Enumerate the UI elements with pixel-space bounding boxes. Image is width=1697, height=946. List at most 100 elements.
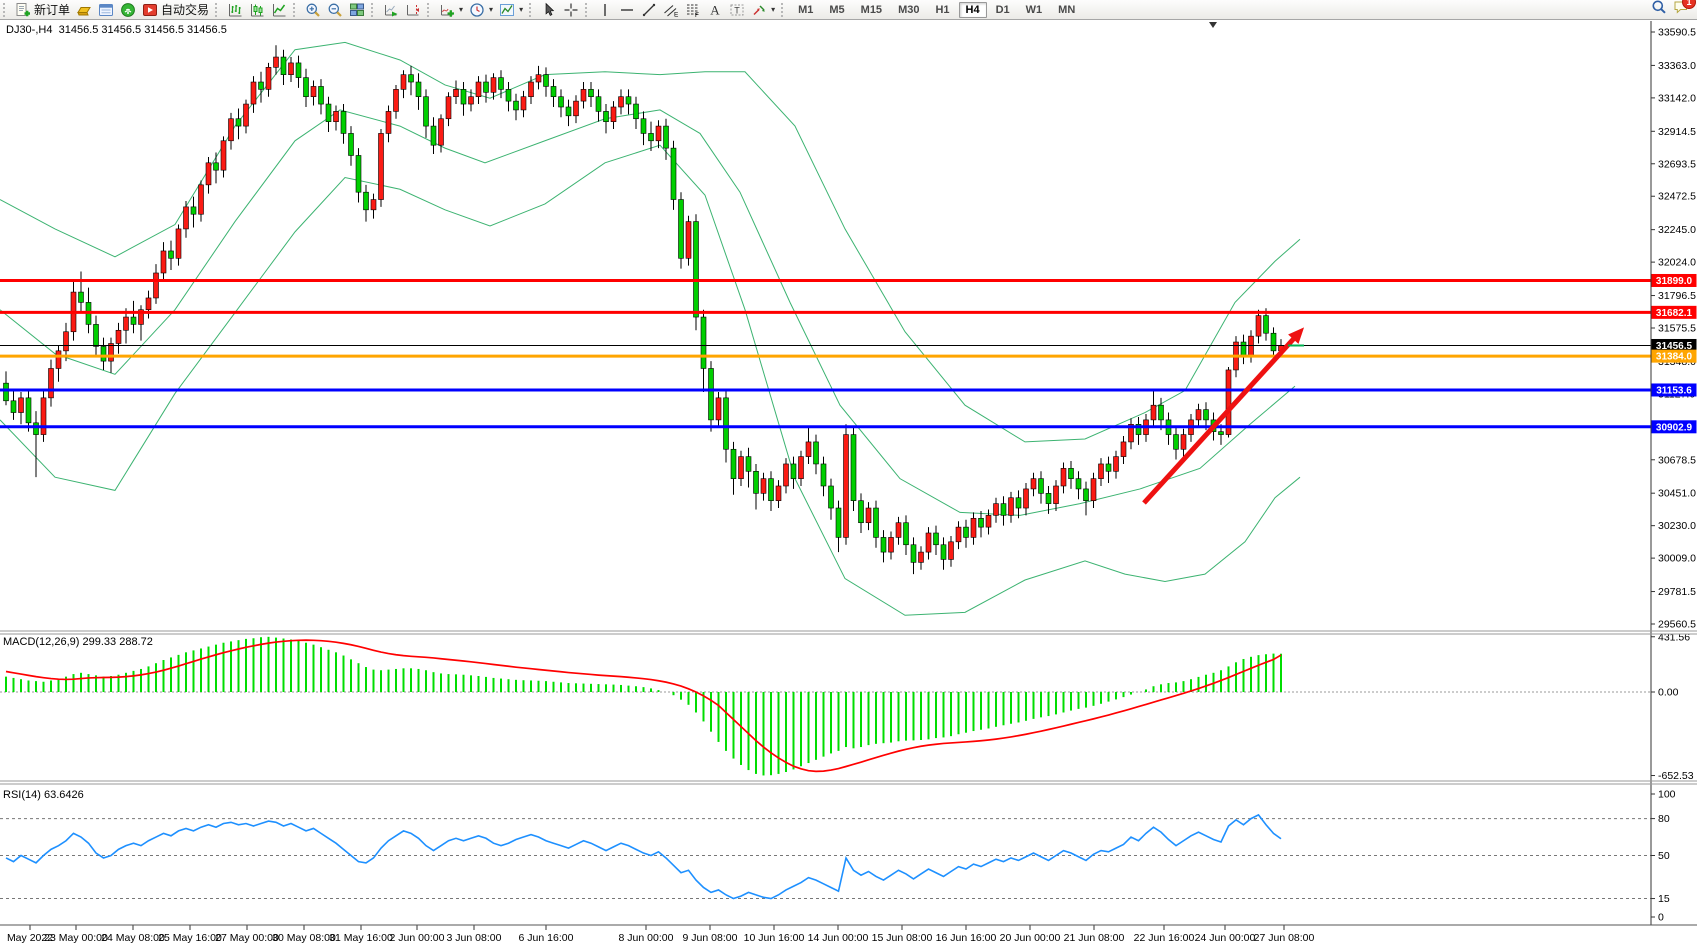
macd-signal-line <box>5 639 1282 773</box>
chart-window[interactable]: 33590.5 33363.0 33142.0 32914.5 32693.5 32472… <box>0 20 1697 946</box>
price-tick-label: 32024.0 <box>1658 257 1696 269</box>
text-button[interactable]: A <box>704 1 726 19</box>
time-tick-label: May 2022 <box>7 932 53 944</box>
time-tick-label: 31 May 16:00 <box>329 932 393 944</box>
price-line-label-text: 31384.0 <box>1656 352 1693 363</box>
chat-button[interactable]: 1 <box>1673 0 1696 20</box>
search-button[interactable] <box>1651 0 1667 20</box>
toolbar-group-cursor-tools <box>526 0 582 19</box>
toolbar-grip <box>215 2 221 17</box>
chart-canvas[interactable]: 33590.5 33363.0 33142.0 32914.5 32693.5 32472… <box>0 20 1697 946</box>
macd-signal-value: 288.72 <box>119 636 153 648</box>
time-tick-label: 25 May 16:00 <box>158 932 222 944</box>
toolbar-group-chart-type <box>212 0 290 19</box>
toolbar-group-timeframes: M1 M5 M15 M30 H1 H4 D1 W1 MN <box>778 0 1083 19</box>
candles-layer <box>3 45 1284 575</box>
toolbar-grip <box>529 2 535 17</box>
chevron-down-icon: ▾ <box>489 5 494 14</box>
fibonacci-button[interactable]: F <box>682 1 704 19</box>
tile-windows-button[interactable] <box>346 1 368 19</box>
timeframe-m15-button[interactable]: M15 <box>860 3 883 16</box>
crosshair-button[interactable] <box>560 1 582 19</box>
zoom-out-button[interactable] <box>324 1 346 19</box>
toolbar-grip <box>781 2 787 17</box>
signal-icon <box>120 2 136 18</box>
cursor-button[interactable] <box>538 1 560 19</box>
timeframe-m5-button[interactable]: M5 <box>829 3 845 16</box>
time-tick-label: 24 May 08:00 <box>101 932 165 944</box>
price-tick-label: 32245.0 <box>1658 224 1696 236</box>
price-tick-label: 29560.5 <box>1658 619 1696 631</box>
time-tick-label: 15 Jun 08:00 <box>872 932 933 944</box>
timeframe-h1-button[interactable]: H1 <box>935 3 950 16</box>
data-window-button[interactable] <box>95 1 117 19</box>
arrows-button[interactable]: ▾ <box>748 1 778 19</box>
chart-title-ohlc: 31456.5 31456.5 31456.5 31456.5 <box>58 24 227 36</box>
trend-arrow[interactable] <box>1142 332 1300 505</box>
channel-icon: E <box>663 2 679 18</box>
timeframe-m1-button[interactable]: M1 <box>798 3 814 16</box>
timeframe-d1-button[interactable]: D1 <box>995 3 1010 16</box>
chart-shift-button[interactable] <box>402 1 424 19</box>
price-line-label <box>1651 338 1697 352</box>
price-tick-label: 31575.5 <box>1658 323 1696 335</box>
fibonacci-icon: F <box>685 2 701 18</box>
indicators-icon <box>439 2 455 18</box>
time-tick-label: 21 Jun 08:00 <box>1064 932 1125 944</box>
timeframe-h4-button[interactable]: H4 <box>958 1 987 18</box>
label-icon: T <box>729 2 745 18</box>
macd-label-name: MACD(12,26,9) <box>3 636 80 648</box>
toolbar-grip <box>3 2 9 17</box>
indicators-button[interactable]: ▾ <box>436 1 466 19</box>
toolbar-grip <box>427 2 433 17</box>
horizontal-line-button[interactable] <box>616 1 638 19</box>
price-line-label-text: 31899.0 <box>1656 276 1693 287</box>
price-line-label <box>1651 420 1697 434</box>
auto-trading-button[interactable]: 自动交易 <box>139 1 212 19</box>
arrows-icon <box>751 2 767 18</box>
timeframe-m30-button[interactable]: M30 <box>898 3 920 16</box>
timeframe-mn-button[interactable]: MN <box>1058 3 1076 16</box>
periods-button[interactable]: ▾ <box>466 1 496 19</box>
rsi-panel <box>0 813 1651 900</box>
rsi-axis-label: 0 <box>1658 912 1664 924</box>
zoom-out-icon <box>327 2 343 18</box>
zoom-in-button[interactable] <box>302 1 324 19</box>
candle-chart-button[interactable] <box>246 1 268 19</box>
svg-text:F: F <box>695 12 699 18</box>
auto-scroll-button[interactable] <box>380 1 402 19</box>
bars-chart-button[interactable] <box>224 1 246 19</box>
price-tick-label: 30678.5 <box>1658 454 1696 466</box>
time-tick-label: 20 Jun 00:00 <box>1000 932 1061 944</box>
trendline-icon <box>641 2 657 18</box>
templates-button[interactable]: ▾ <box>496 1 526 19</box>
rsi-label: RSI(14) 63.6426 <box>3 789 84 801</box>
macd-histogram <box>5 636 1282 776</box>
chevron-down-icon: ▾ <box>519 5 524 14</box>
channel-button[interactable]: E <box>660 1 682 19</box>
market-watch-button[interactable] <box>73 1 95 19</box>
cursor-icon <box>541 2 557 18</box>
signal-button[interactable] <box>117 1 139 19</box>
toolbar-group-scroll <box>368 0 424 19</box>
rsi-line <box>5 813 1282 900</box>
trendline-button[interactable] <box>638 1 660 19</box>
price-tick-label: 31796.5 <box>1658 290 1696 302</box>
price-tick-label: 30009.0 <box>1658 553 1696 565</box>
rsi-axis-label: 100 <box>1658 789 1676 801</box>
line-chart-button[interactable] <box>268 1 290 19</box>
horizontal-line-icon <box>619 2 635 18</box>
vertical-line-button[interactable] <box>594 1 616 19</box>
time-tick-label: 9 Jun 08:00 <box>683 932 738 944</box>
periods-icon <box>469 2 485 18</box>
timeframe-w1-button[interactable]: W1 <box>1025 3 1043 16</box>
templates-icon <box>499 2 515 18</box>
auto-trading-icon <box>142 2 158 18</box>
chevron-down-icon: ▾ <box>771 5 776 14</box>
new-order-button[interactable]: 新订单 <box>12 1 73 19</box>
chart-shift-marker[interactable] <box>1209 22 1217 28</box>
rsi-axis-label: 50 <box>1658 850 1670 862</box>
label-button[interactable]: T <box>726 1 748 19</box>
price-axis[interactable]: 33590.5 33363.0 33142.0 32914.5 32693.5 32472… <box>1650 21 1697 925</box>
